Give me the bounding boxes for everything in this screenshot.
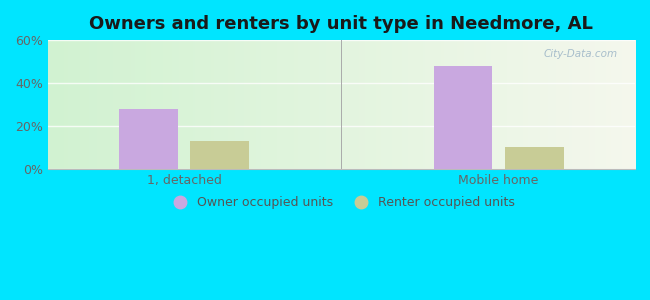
- Bar: [119, 109, 177, 169]
- Title: Owners and renters by unit type in Needmore, AL: Owners and renters by unit type in Needm…: [90, 15, 593, 33]
- Text: City-Data.com: City-Data.com: [543, 49, 618, 59]
- Bar: [505, 147, 564, 169]
- Bar: [190, 141, 249, 169]
- Bar: [434, 66, 493, 169]
- Legend: Owner occupied units, Renter occupied units: Owner occupied units, Renter occupied un…: [162, 191, 521, 214]
